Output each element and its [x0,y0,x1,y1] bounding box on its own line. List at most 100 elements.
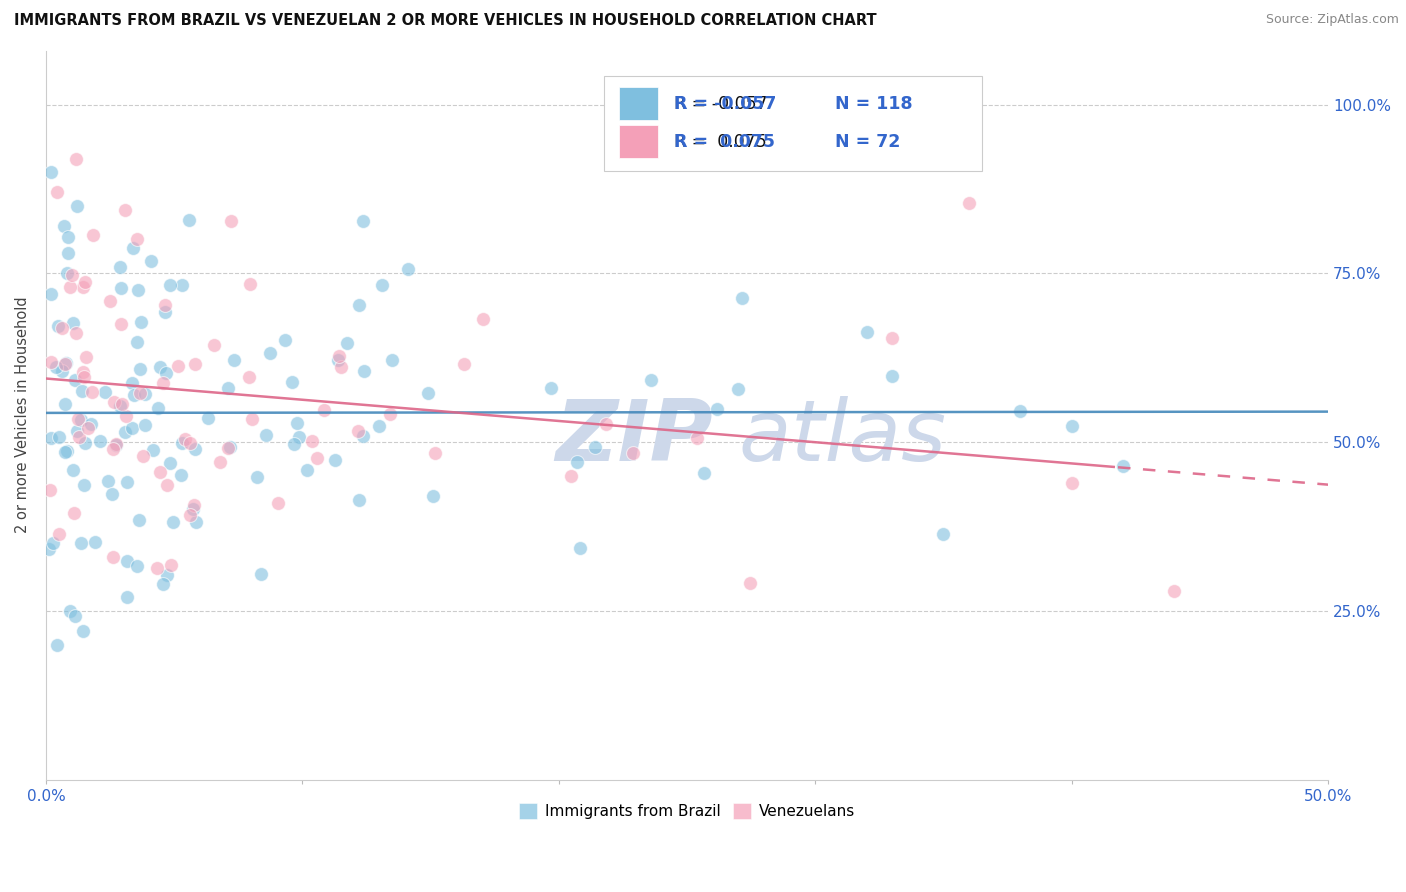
Point [139,254,162,268]
Point [250,566,273,581]
Point [94,385,117,400]
Point [329,359,352,374]
Point [105,436,128,450]
Point [84,534,107,549]
Text: IMMIGRANTS FROM BRAZIL VS VENEZUELAN 2 OR MORE VEHICLES IN HOUSEHOLD CORRELATION: IMMIGRANTS FROM BRAZIL VS VENEZUELAN 2 O… [14,13,877,29]
Point [1163,583,1185,598]
Text: atlas: atlas [738,395,946,478]
Point [621,446,644,460]
Y-axis label: 2 or more Vehicles in Household: 2 or more Vehicles in Household [15,297,30,533]
Point [82,228,104,243]
Point [39,165,62,179]
Point [89,434,111,448]
Point [115,475,138,490]
Point [727,382,749,396]
Point [149,359,172,374]
Point [174,432,197,446]
Point [855,326,877,340]
Point [100,487,122,501]
Point [686,431,709,445]
Point [73,369,96,384]
Point [295,463,318,477]
Point [108,400,131,414]
Point [274,333,297,347]
FancyBboxPatch shape [619,87,658,120]
Point [70,536,93,550]
Point [56,444,79,458]
Point [72,624,94,639]
Point [77,421,100,435]
Text: N = 118: N = 118 [835,95,912,113]
Point [183,498,205,512]
Point [73,435,96,450]
Point [353,364,375,378]
Point [134,387,156,401]
Point [371,277,394,292]
Point [75,275,97,289]
Point [53,219,76,234]
Point [51,321,73,335]
Point [222,353,245,368]
Point [149,465,172,479]
Point [560,469,582,483]
Point [179,508,201,522]
Text: Source: ZipAtlas.com: Source: ZipAtlas.com [1265,13,1399,27]
Point [288,430,311,444]
Point [328,349,350,363]
Point [368,418,391,433]
Point [75,350,97,364]
Point [127,283,149,297]
Point [72,365,94,379]
Point [97,474,120,488]
Point [159,456,181,470]
Point [39,355,62,369]
Point [217,441,239,455]
Point [416,386,439,401]
Point [301,434,323,449]
Point [153,305,176,319]
Point [219,441,242,455]
Point [159,277,181,292]
Point [122,242,145,256]
Point [70,412,93,426]
Point [423,446,446,460]
Point [67,411,90,425]
Point [197,411,219,425]
Point [381,353,404,368]
Point [117,554,139,568]
Point [58,230,80,244]
Point [98,294,121,309]
Point [114,425,136,439]
Point [1060,475,1083,490]
Text: R =  0.075: R = 0.075 [675,133,768,151]
Point [179,435,201,450]
Point [569,541,592,556]
Point [65,152,87,166]
Text: R = -0.057: R = -0.057 [675,95,768,113]
Point [352,213,374,227]
Point [115,591,138,605]
Point [238,370,260,384]
Point [48,429,70,443]
Point [101,442,124,456]
Point [128,513,150,527]
Point [640,373,662,387]
Point [38,483,60,497]
Point [239,277,262,291]
Point [167,359,190,373]
Point [283,437,305,451]
Point [738,576,761,591]
Point [254,427,277,442]
Point [170,467,193,482]
Point [882,368,904,383]
Point [209,455,232,469]
Point [153,298,176,312]
Point [281,375,304,389]
Point [146,401,169,415]
Point [46,186,69,200]
Point [59,604,82,618]
FancyBboxPatch shape [619,126,658,158]
Point [38,542,60,557]
FancyBboxPatch shape [603,76,981,171]
Point [128,385,150,400]
